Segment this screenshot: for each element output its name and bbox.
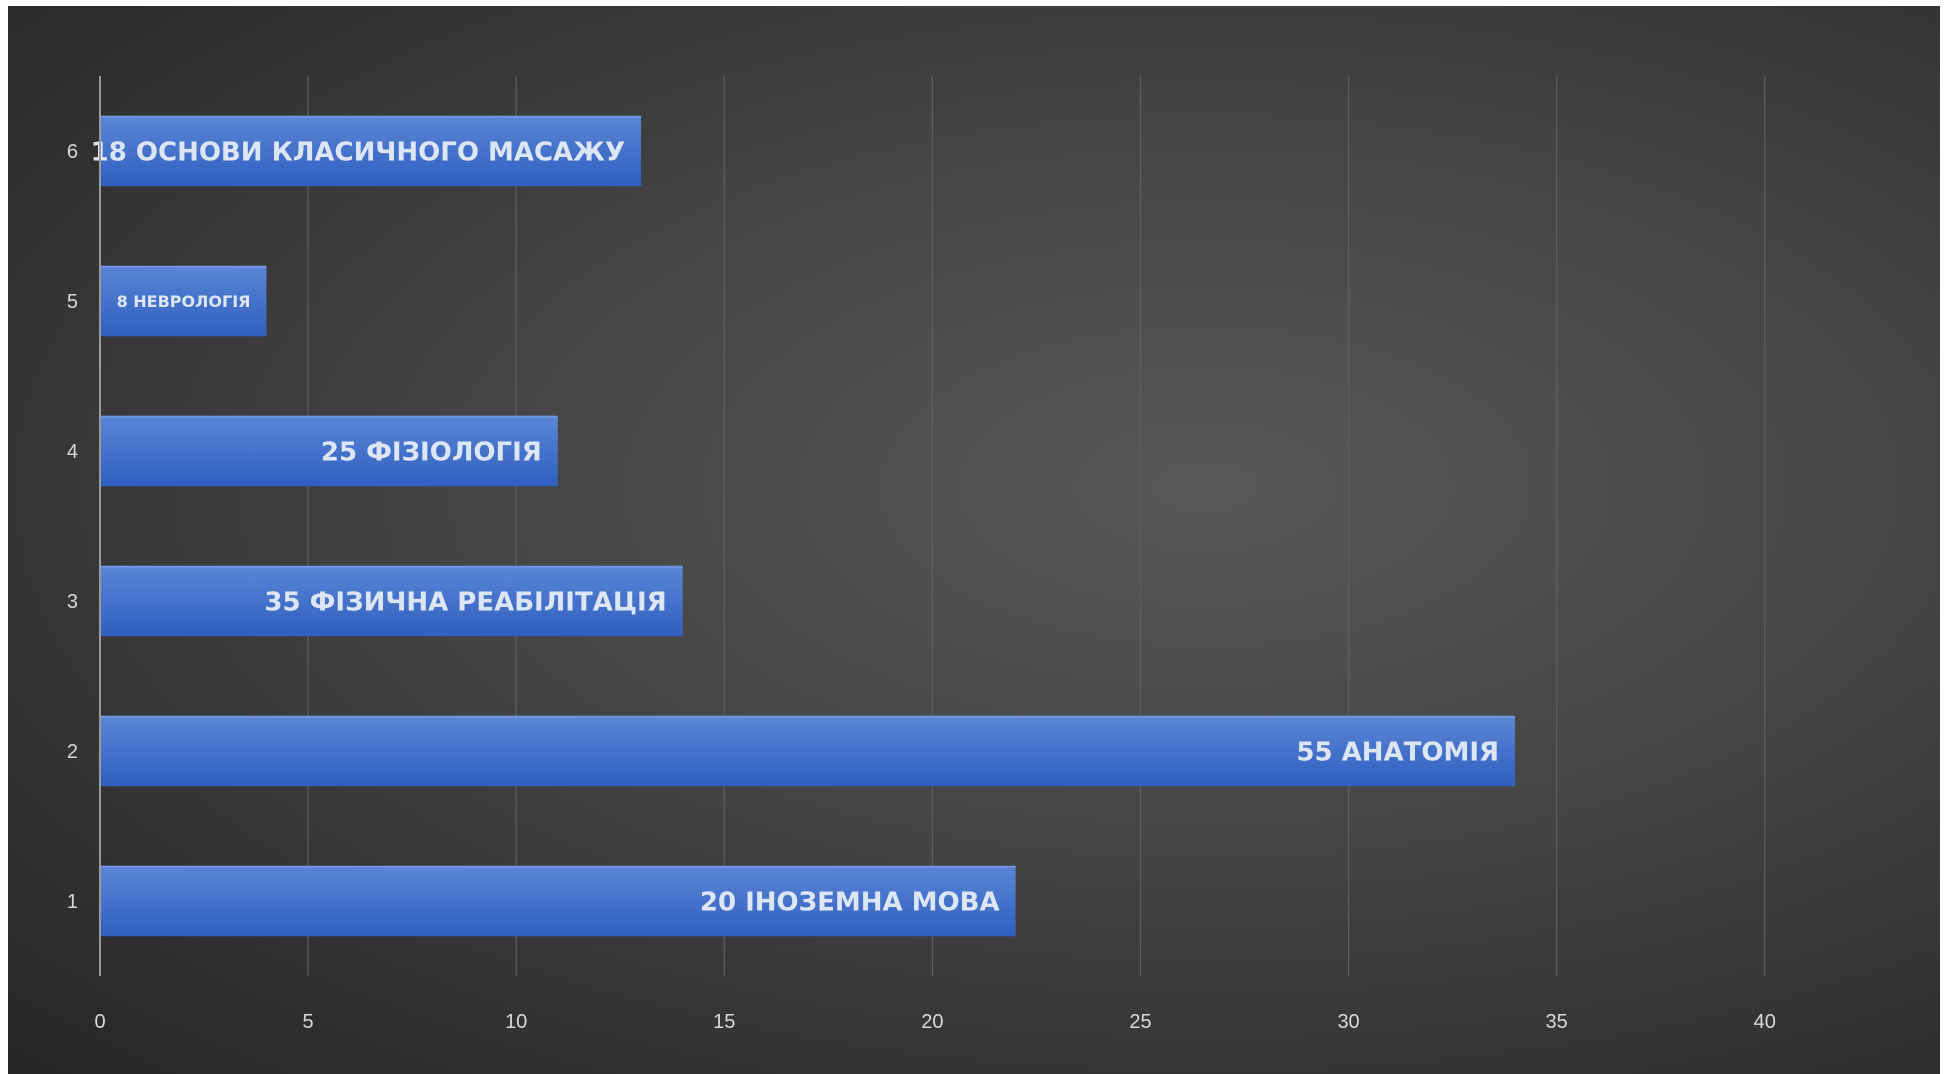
bar-highlight bbox=[100, 115, 642, 118]
bar-data-label: 18 ОСНОВИ КЛАСИЧНОГО МАСАЖУ bbox=[91, 137, 625, 167]
bar-data-label: 25 ФІЗІОЛОГІЯ bbox=[321, 437, 542, 467]
y-tick-label: 3 bbox=[67, 591, 78, 613]
gridlines bbox=[307, 76, 1766, 976]
x-tick-label: 15 bbox=[713, 1011, 735, 1033]
y-tick-label: 1 bbox=[67, 891, 78, 913]
chart-area: 20 ІНОЗЕМНА МОВА 55 АНАТОМІЯ 35 ФІЗИЧНА РЕ… bbox=[8, 6, 1940, 1074]
bars: 20 ІНОЗЕМНА МОВА 55 АНАТОМІЯ 35 ФІЗИЧНА РЕ… bbox=[91, 115, 1516, 937]
y-tick-label: 6 bbox=[67, 141, 78, 163]
bar bbox=[100, 865, 1016, 937]
x-tick-label: 5 bbox=[303, 1011, 314, 1033]
bar bbox=[100, 565, 683, 637]
y-tick-label: 5 bbox=[67, 291, 78, 313]
x-tick-label: 20 bbox=[921, 1011, 943, 1033]
y-tick-label: 4 bbox=[67, 441, 78, 463]
bar bbox=[100, 115, 642, 187]
bar bbox=[100, 265, 267, 337]
axes: 0 5 10 15 20 25 30 35 40 1 2 3 4 5 6 bbox=[67, 76, 1776, 1033]
y-tick-label: 2 bbox=[67, 741, 78, 763]
x-tick-label: 40 bbox=[1754, 1011, 1776, 1033]
x-tick-label: 10 bbox=[505, 1011, 527, 1033]
bar-data-label: 20 ІНОЗЕМНА МОВА bbox=[700, 887, 1000, 917]
bar-data-label: 35 ФІЗИЧНА РЕАБІЛІТАЦІЯ bbox=[264, 587, 666, 617]
x-tick-label: 35 bbox=[1546, 1011, 1568, 1033]
bar-highlight bbox=[100, 865, 1016, 868]
bar-highlight bbox=[100, 715, 1516, 718]
bar bbox=[100, 415, 558, 487]
x-tick-label: 30 bbox=[1337, 1011, 1359, 1033]
x-tick-label: 0 bbox=[94, 1011, 105, 1033]
bar-data-label: 55 АНАТОМІЯ bbox=[1296, 737, 1499, 767]
x-tick-label: 25 bbox=[1129, 1011, 1151, 1033]
bar-highlight bbox=[100, 265, 267, 268]
bar-highlight bbox=[100, 415, 558, 418]
bar-chart: 20 ІНОЗЕМНА МОВА 55 АНАТОМІЯ 35 ФІЗИЧНА РЕ… bbox=[67, 76, 1776, 1033]
bar-data-label: 8 НЕВРОЛОГІЯ bbox=[117, 292, 251, 311]
bar-highlight bbox=[100, 565, 683, 568]
bar bbox=[100, 715, 1516, 787]
